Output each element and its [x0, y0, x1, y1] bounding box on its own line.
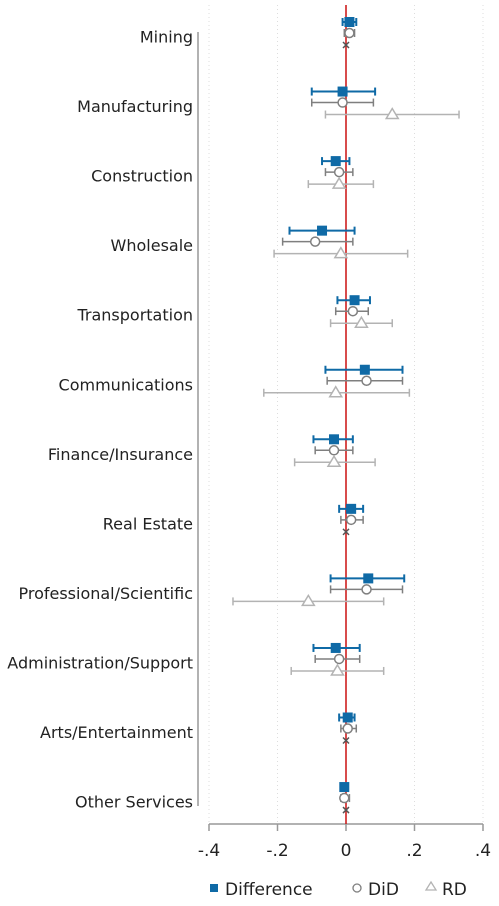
- point-marker: [337, 97, 348, 108]
- point-marker: [333, 653, 345, 665]
- category-label: Wholesale: [111, 236, 193, 255]
- legend-label: Difference: [225, 880, 313, 900]
- point-marker: [333, 166, 345, 178]
- point-marker: [342, 723, 353, 734]
- category-label: Manufacturing: [77, 97, 193, 116]
- legend-label: DiD: [368, 880, 399, 900]
- point-marker: [342, 41, 350, 49]
- category-label: Real Estate: [103, 514, 193, 533]
- x-tick-label: 0: [341, 841, 352, 861]
- legend-swatch: [424, 880, 438, 891]
- point-marker: [330, 156, 341, 167]
- category-label: Finance/Insurance: [48, 445, 193, 464]
- point-marker: [326, 454, 342, 468]
- point-marker: [330, 642, 341, 653]
- point-marker: [344, 17, 355, 27]
- category-label: Arts/Entertainment: [40, 723, 193, 742]
- category-label: Communications: [59, 375, 193, 394]
- point-marker: [384, 107, 400, 120]
- category-label: Construction: [91, 167, 193, 186]
- legend-swatch: [352, 883, 362, 893]
- point-marker: [349, 295, 360, 306]
- point-marker: [339, 782, 350, 793]
- point-marker: [309, 236, 321, 247]
- category-label: Administration/Support: [7, 653, 193, 672]
- category-label: Professional/Scientific: [18, 584, 193, 603]
- point-marker: [342, 736, 350, 745]
- category-label: Mining: [140, 28, 193, 47]
- point-marker: [328, 385, 344, 398]
- category-label: Other Services: [75, 793, 193, 812]
- point-marker: [361, 584, 372, 595]
- x-tick-label: -.2: [266, 841, 288, 861]
- point-marker: [328, 445, 340, 456]
- category-label: Transportation: [76, 306, 193, 325]
- point-marker: [339, 792, 350, 804]
- point-marker: [345, 514, 357, 526]
- point-marker: [329, 434, 340, 445]
- point-marker: [363, 573, 374, 584]
- point-marker: [317, 225, 328, 236]
- x-tick-label: .4: [475, 841, 491, 861]
- point-marker: [347, 305, 359, 317]
- point-marker: [361, 375, 372, 386]
- point-marker: [342, 806, 350, 814]
- point-marker: [301, 593, 316, 607]
- point-marker: [346, 503, 357, 514]
- legend-swatch: [210, 884, 218, 892]
- point-marker: [359, 364, 370, 375]
- point-marker: [337, 86, 348, 97]
- point-marker: [342, 528, 350, 536]
- point-marker: [333, 246, 349, 259]
- point-marker: [344, 27, 355, 39]
- point-marker: [342, 712, 353, 723]
- x-tick-label: -.4: [198, 841, 220, 861]
- legend-label: RD: [442, 880, 467, 900]
- point-marker: [330, 663, 345, 676]
- point-marker: [354, 315, 369, 328]
- x-tick-label: .2: [406, 841, 422, 861]
- point-marker: [331, 176, 347, 189]
